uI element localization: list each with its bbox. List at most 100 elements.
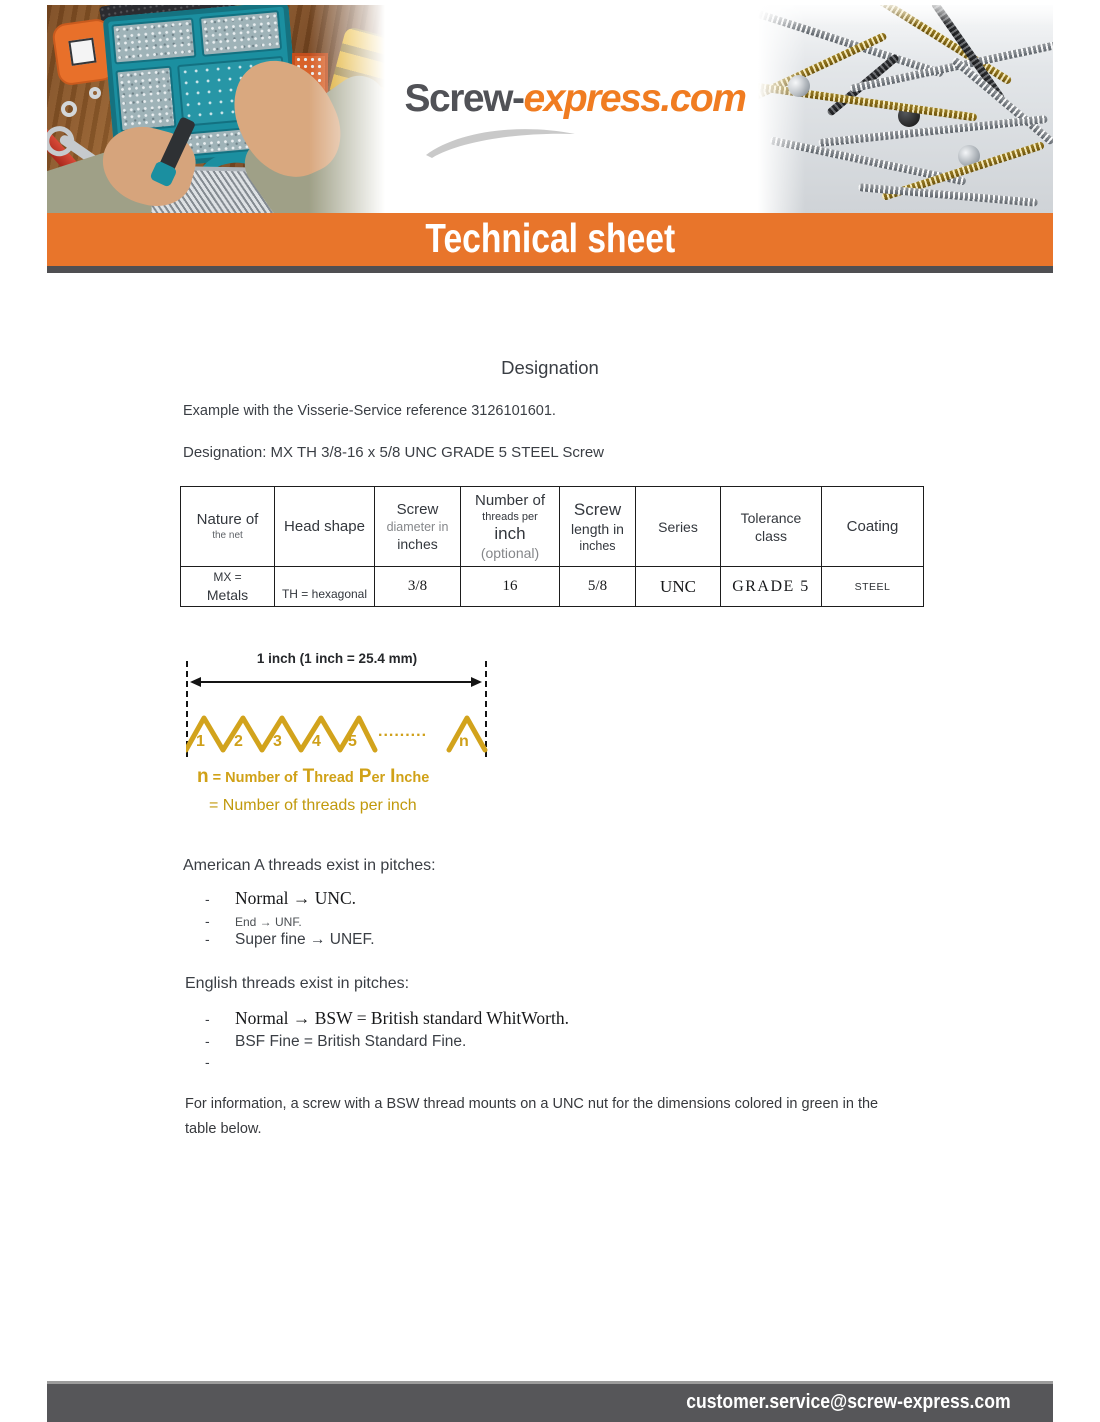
footer-bar: customer.service@screw-express.com <box>47 1381 1053 1422</box>
wood-desk-background <box>47 5 392 213</box>
header-line: diameter in <box>386 520 449 534</box>
logo-swoosh <box>426 129 575 158</box>
logo-text-express: express.com <box>523 77 746 120</box>
thread-pitch-diagram: 1 inch (1 inch = 25.4 mm) 1 2 3 4 5 ....… <box>186 651 488 765</box>
dashed-extent-line-left <box>186 661 188 757</box>
cell-tolerance: GRADE 5 <box>720 566 822 607</box>
cell-head-shape: TH = hexagonal <box>274 566 375 607</box>
list-item: - End → UNF. <box>205 913 375 931</box>
washer <box>73 191 89 207</box>
designation-line: Designation: MX TH 3/8-16 x 5/8 UNC GRAD… <box>183 444 604 461</box>
list-item: - <box>205 1054 569 1070</box>
organizer-compartment <box>198 10 283 57</box>
thread-number: 4 <box>312 733 321 750</box>
technical-sheet-banner: Technical sheet <box>47 213 1053 266</box>
english-threads-heading: English threads exist in pitches: <box>185 975 410 992</box>
right-arm-sleeve <box>234 65 392 213</box>
caption-word: Inche <box>390 766 430 787</box>
col-header-length: Screw length in inches <box>559 486 636 567</box>
red-screwdriver <box>47 119 114 213</box>
washer <box>89 87 101 99</box>
header-line: class <box>755 527 787 544</box>
table-header-row: Nature of the net Head shape Screw diame… <box>180 486 924 567</box>
workbench-photo <box>47 5 392 213</box>
thread-number: 2 <box>234 733 243 750</box>
right-hand <box>217 42 356 194</box>
screw-head <box>958 145 980 167</box>
intro-paragraph: Example with the Visserie-Service refere… <box>183 403 556 419</box>
list-item-text: BSF Fine = British Standard Fine. <box>235 1033 467 1050</box>
gold-caption-secondary: = Number of threads per inch <box>209 797 417 814</box>
washer <box>61 101 77 117</box>
logo-area: Screw-express.com <box>392 5 758 213</box>
gold-screw <box>880 140 1046 202</box>
organizer-compartment <box>111 17 197 65</box>
list-item-text: Normal → BSW = British standard WhitWort… <box>235 1008 569 1028</box>
thread-number-n: n <box>459 733 469 750</box>
list-item-text: Super fine → UNEF. <box>235 931 375 948</box>
left-arm-sleeve <box>47 143 157 213</box>
hand-tool <box>157 116 197 174</box>
organizer-compartment <box>177 55 289 127</box>
col-header-series: Series <box>635 486 721 567</box>
header-line: (optional) <box>480 545 540 561</box>
thread-number: 1 <box>196 733 205 750</box>
caption-word: Per <box>358 766 386 787</box>
sandpaper <box>98 5 241 55</box>
silver-screw <box>849 41 1053 93</box>
ellipsis-dots: ......... <box>378 723 428 740</box>
list-item: - BSF Fine = British Standard Fine. <box>205 1033 569 1054</box>
banner-divider <box>47 266 1053 273</box>
page-title: Designation <box>501 357 599 378</box>
cell-line: Metals <box>206 587 249 603</box>
cell-threads-per-inch: 16 <box>460 566 560 607</box>
photo-background <box>758 5 1053 213</box>
col-header-threads-per-inch: Number of threads per inch (optional) <box>460 486 560 567</box>
thread-number: 3 <box>273 733 282 750</box>
gold-screw <box>813 5 1013 86</box>
cell-diameter: 3/8 <box>374 566 461 607</box>
header-line: Tolerance <box>740 509 802 526</box>
american-threads-list: - Normal → UNC. - End → UNF. - Super fin… <box>205 888 375 952</box>
silver-screw <box>950 56 1053 146</box>
bullet-dash: - <box>205 1011 210 1027</box>
logo-text-screw: Screw- <box>404 77 525 120</box>
organizer-compartment <box>121 123 291 163</box>
gold-screw <box>758 31 888 103</box>
thread-zigzag <box>186 715 488 753</box>
screw-pile-photo <box>758 5 1053 213</box>
header-line: Coating <box>846 518 899 535</box>
silver-screw <box>857 183 1039 207</box>
header-line: Screw <box>573 499 622 519</box>
list-item-text: Normal → UNC. <box>235 888 357 908</box>
caption-prefix: n = Number of <box>197 766 298 787</box>
header-line: inches <box>579 538 616 553</box>
bullet-dash: - <box>205 931 210 947</box>
black-screw-head <box>898 105 920 127</box>
inch-dimension-label: 1 inch (1 inch = 25.4 mm) <box>256 651 418 666</box>
banner-title: Technical sheet <box>425 215 675 261</box>
col-header-coating: Coating <box>821 486 924 567</box>
header-line: inch <box>494 524 526 543</box>
nut-box <box>292 53 328 97</box>
list-item: - Normal → UNC. <box>205 888 375 913</box>
bullet-dash: - <box>205 913 210 929</box>
col-header-head-shape: Head shape <box>274 486 375 567</box>
header-line: Nature of <box>196 511 259 528</box>
gold-caption-primary: n = Number of Thread Per Inche <box>197 766 434 788</box>
col-header-nature: Nature of the net <box>180 486 275 567</box>
cell-length: 5/8 <box>559 566 636 607</box>
customer-service-email: customer.service@screw-express.com <box>686 1391 1011 1413</box>
wrench <box>57 133 135 191</box>
header-line: Screw <box>396 501 439 518</box>
header-line: threads per <box>482 511 538 523</box>
designation-table: Nature of the net Head shape Screw diame… <box>180 486 924 607</box>
caption-word: Thread <box>302 766 354 787</box>
measuring-tape <box>50 17 118 87</box>
header-line: inches <box>397 536 438 552</box>
organizer-handle <box>196 148 268 200</box>
cell-nature: MX = Metals <box>180 566 275 607</box>
american-threads-heading: American A threads exist in pitches: <box>183 857 436 874</box>
black-screw <box>825 53 901 117</box>
